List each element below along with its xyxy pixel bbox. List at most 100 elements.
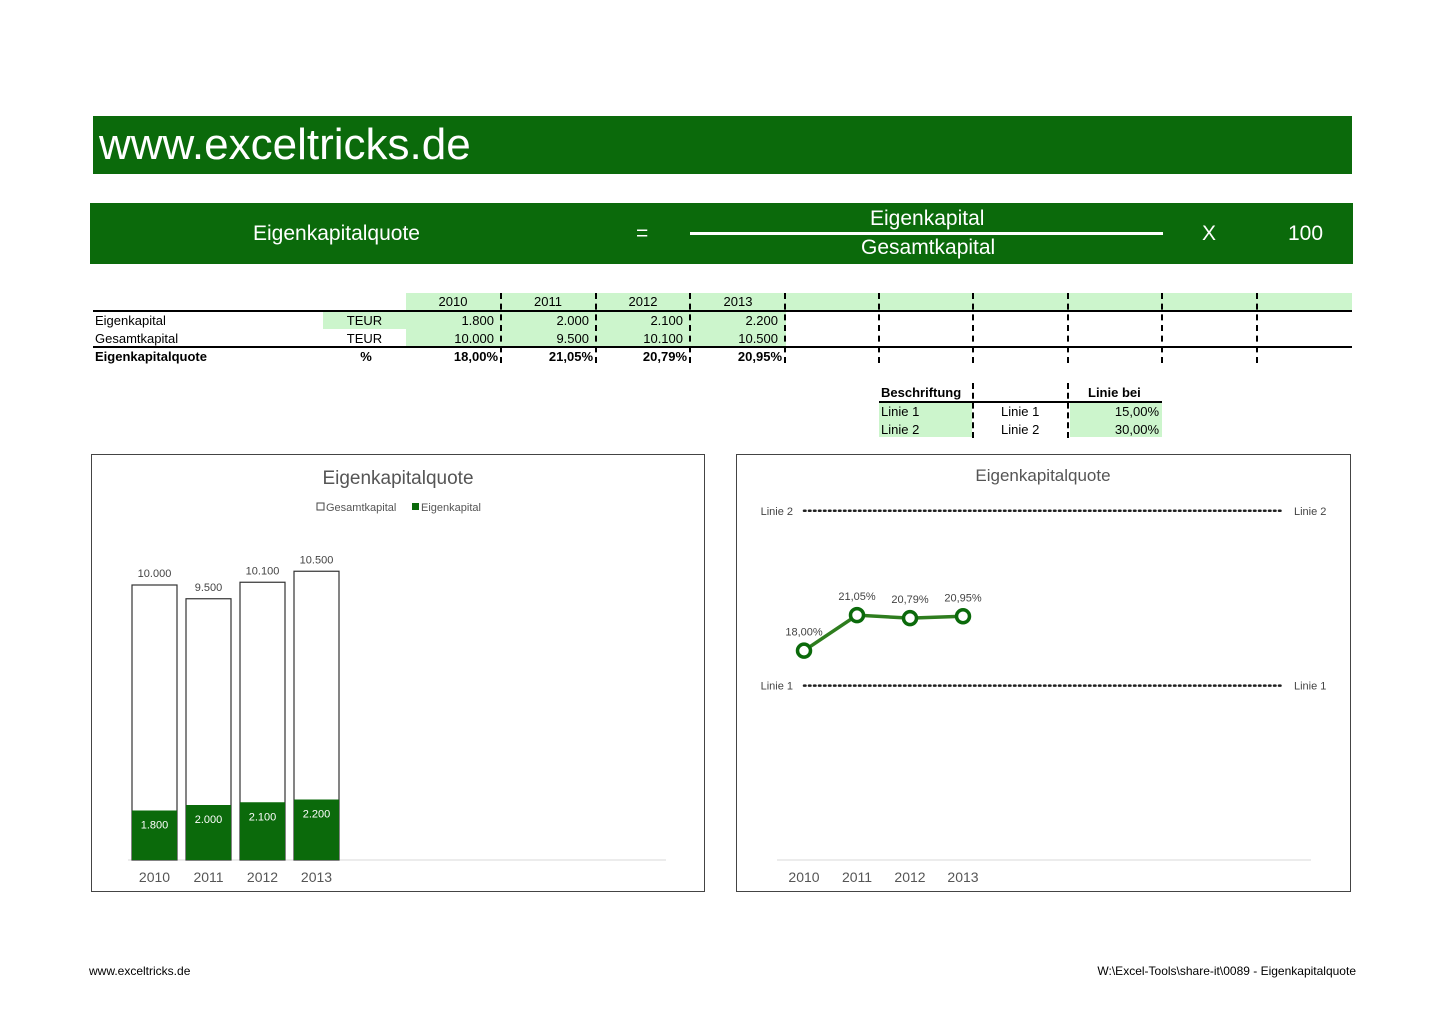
data-label: 1.800 [141,820,169,832]
legend-label: Gesamtkapital [326,502,396,514]
chart-title: Eigenkapitalquote [975,466,1110,485]
data-label: 18,00% [785,627,823,639]
x-tick-label: 2013 [301,869,332,885]
column-separator [689,293,691,363]
footer-left: www.exceltricks.de [89,964,191,978]
table-cell[interactable]: 2.100 [650,313,683,328]
x-tick-label: 2011 [842,869,872,885]
x-tick-label: 2010 [139,869,170,885]
table-cell: 20,95% [737,349,782,364]
table-cell: 20,79% [642,349,687,364]
formula-equals: = [636,222,649,245]
bar-eigenkapital [294,799,339,860]
column-separator [595,293,597,363]
x-tick-label: 2012 [894,869,925,885]
table-cell[interactable]: 2.200 [745,313,778,328]
lines-row-value[interactable]: 15,00% [1114,404,1159,419]
row-label: Eigenkapitalquote [95,349,207,364]
lines-row-name: Linie 2 [1001,422,1040,437]
data-point [901,609,919,627]
series-line [803,613,964,653]
data-point [954,608,972,625]
data-label: 2.100 [249,811,277,823]
lines-label-bg [879,403,972,437]
data-label: 10.500 [300,554,334,566]
unit-cell-bg [323,312,406,329]
formula-times: X [1202,222,1217,245]
data-label: 9.500 [195,582,223,594]
year-header: 2013 [723,294,753,309]
lines-row-label[interactable]: Linie 1 [881,404,920,419]
reference-line-label: Linie 2 [1294,506,1326,518]
reference-line-label: Linie 2 [761,506,793,518]
lines-table: Beschriftung Linie bei Linie 1 Linie 1 1… [0,0,1445,440]
row-unit: % [360,349,372,364]
x-tick-label: 2010 [788,869,819,885]
formula-factor: 100 [1288,222,1324,245]
formula-denominator: Gesamtkapital [861,236,996,259]
data-label: 20,79% [891,594,929,606]
table-cell: 18,00% [453,349,498,364]
data-label: 20,95% [944,592,982,604]
table-cell[interactable]: 9.500 [556,331,589,346]
legend: Gesamtkapital Eigenkapital [316,502,481,514]
column-separator [500,293,502,363]
line-chart: Eigenkapitalquote Linie 2 Linie 2 Linie 1 L… [761,466,1327,885]
table-top-rule [93,310,1352,312]
x-tick-label: 2011 [193,869,223,885]
lines-row-value[interactable]: 30,00% [1114,422,1159,437]
site-title: www.exceltricks.de [99,120,471,169]
table-cell[interactable]: 10.500 [738,331,778,346]
year-header: 2012 [628,294,658,309]
formula-banner: Eigenkapitalquote = Eigenkapital Gesamtk… [90,203,1353,264]
x-tick-label: 2012 [247,869,278,885]
column-separator [1067,383,1069,438]
legend-label: Eigenkapital [421,502,481,514]
x-tick-label: 2013 [947,869,978,885]
line-chart-frame[interactable]: Eigenkapitalquote Linie 2 Linie 2 Linie 1 L… [736,454,1351,892]
data-label: 10.100 [246,565,280,577]
lines-row-label[interactable]: Linie 2 [881,422,920,437]
row-unit: TEUR [346,313,383,328]
bar-eigenkapital [186,805,231,860]
table-cell: 21,05% [548,349,593,364]
row-label: Eigenkapital [95,313,166,328]
bar-eigenkapital [240,802,285,860]
column-separator [878,293,880,363]
lines-header-rule [879,401,1162,403]
lines-header-value: Linie bei [1088,385,1141,400]
column-separator [972,293,974,363]
data-label: 21,05% [838,591,876,603]
table-cell[interactable]: 10.100 [643,331,683,346]
table-cell[interactable]: 10.000 [454,331,494,346]
year-header: 2011 [534,294,562,309]
legend-swatch [316,502,325,511]
row-label: Gesamtkapital [95,331,179,346]
reference-line-label: Linie 1 [1294,681,1326,693]
data-label: 2.000 [195,814,223,826]
column-separator [1161,293,1163,363]
formula-numerator: Eigenkapital [870,207,985,230]
data-point [848,606,866,624]
column-separator [1256,293,1258,363]
header-banner: www.exceltricks.de [93,116,1352,174]
data-point [795,642,813,659]
column-separator [972,383,974,438]
table-cell[interactable]: 2.000 [556,313,589,328]
lines-header-label: Beschriftung [881,385,962,400]
reference-line-label: Linie 1 [761,681,793,693]
lines-value-bg [1070,403,1162,437]
bar-chart-frame[interactable]: Eigenkapitalquote Gesamtkapital Eigenkap… [91,454,705,892]
year-header: 2010 [438,294,468,309]
lines-row-name: Linie 1 [1001,404,1040,419]
legend-swatch [412,503,419,510]
bar-chart: Eigenkapitalquote Gesamtkapital Eigenkap… [128,468,666,885]
table-cell[interactable]: 1.800 [461,313,494,328]
footer-right: W:\Excel-Tools\share-it\0089 - Eigenkapi… [1097,964,1356,978]
column-separator [784,293,786,363]
row-unit: TEUR [346,331,383,346]
bar-eigenkapital [132,810,177,860]
table-mid-rule [93,346,1352,348]
data-label: 2.200 [303,809,331,821]
data-table: 2010 2011 2012 2013 Eigenkapital TEUR 1.… [0,0,1445,370]
